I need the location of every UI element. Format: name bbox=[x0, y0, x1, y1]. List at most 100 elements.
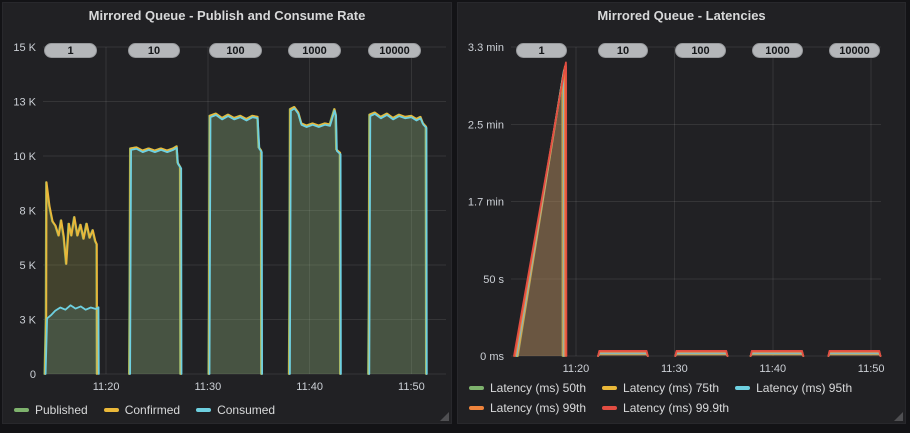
series-area-Latency (ms) 99th bbox=[750, 351, 804, 356]
panel-title[interactable]: Mirrored Queue - Latencies bbox=[597, 8, 766, 23]
legend-label: Latency (ms) 95th bbox=[756, 381, 853, 395]
annotation-pill-1[interactable]: 1 bbox=[44, 43, 97, 58]
y-tick-label: 0 bbox=[30, 369, 36, 381]
series-area-Confirmed bbox=[368, 112, 427, 375]
x-tick-label: 11:40 bbox=[296, 381, 323, 393]
series-line-Latency (ms) 99.9th bbox=[597, 350, 649, 357]
series-area-Published bbox=[44, 182, 97, 374]
series-area-Published bbox=[288, 106, 340, 375]
series-area-Latency (ms) 99th bbox=[675, 351, 728, 356]
legend-swatch bbox=[469, 386, 484, 390]
x-tick-label: 11:40 bbox=[759, 363, 786, 375]
series-area-Latency (ms) 99th bbox=[598, 351, 648, 356]
latency-chart-plot[interactable]: 0 ms 50 s 1.7 min 2.5 min 3.3 min 11:20 11:30 1… bbox=[458, 3, 905, 399]
y-tick-label: 8 K bbox=[19, 206, 36, 218]
x-tick-label: 11:50 bbox=[398, 381, 425, 393]
panel-latencies: Mirrored Queue - Latencies 0 ms 50 s 1.7 m… bbox=[457, 2, 906, 424]
legend-label: Latency (ms) 99.9th bbox=[623, 401, 730, 415]
legend-swatch bbox=[602, 386, 618, 390]
legend-item-Consumed[interactable]: Consumed bbox=[196, 403, 275, 417]
legend-swatch bbox=[196, 408, 212, 412]
legend-swatch bbox=[469, 406, 484, 410]
legend-swatch bbox=[602, 406, 618, 410]
series-area-Latency (ms) 99.9th bbox=[828, 350, 881, 356]
legend-item-Latency (ms) 99.9th[interactable]: Latency (ms) 99.9th bbox=[602, 401, 729, 415]
series-line-Consumed bbox=[129, 146, 183, 375]
series-area-Consumed bbox=[209, 115, 263, 374]
y-tick-label: 10 K bbox=[13, 151, 36, 163]
y-tick-label: 50 s bbox=[483, 274, 504, 286]
series-area-Consumed bbox=[369, 113, 427, 375]
series-line-Consumed bbox=[368, 113, 428, 375]
legend-swatch bbox=[735, 386, 751, 390]
y-tick-label: 1.7 min bbox=[468, 197, 504, 209]
series-area-Latency (ms) 99.9th bbox=[598, 350, 648, 356]
x-tick-label: 11:30 bbox=[195, 381, 222, 393]
annotation-pill-100[interactable]: 100 bbox=[209, 43, 262, 58]
series-area-Latency (ms) 99.9th bbox=[675, 350, 728, 356]
legend-item-Latency (ms) 99th[interactable]: Latency (ms) 99th bbox=[469, 401, 586, 415]
legend-swatch bbox=[103, 408, 119, 412]
annotation-pill-100[interactable]: 100 bbox=[675, 43, 726, 58]
series-line-Latency (ms) 99.9th bbox=[749, 350, 805, 357]
panel-publish-consume-rate: Mirrored Queue - Publish and Consume Rat… bbox=[2, 2, 452, 424]
series-line-Consumed bbox=[44, 304, 100, 375]
annotation-pill-10000[interactable]: 10000 bbox=[829, 43, 880, 58]
series-line-Latency (ms) 99.9th bbox=[674, 350, 729, 357]
series-area-Latency (ms) 99.9th bbox=[750, 350, 804, 356]
series-area-Consumed bbox=[45, 305, 99, 374]
x-tick-label: 11:20 bbox=[93, 381, 120, 393]
y-tick-label: 3 K bbox=[19, 315, 36, 327]
legend-item-Published[interactable]: Published bbox=[14, 403, 88, 417]
series-area-Confirmed bbox=[129, 146, 181, 374]
legend-label: Consumed bbox=[217, 403, 276, 417]
series-area-Consumed bbox=[289, 108, 341, 374]
series-area-Confirmed bbox=[45, 182, 98, 374]
legend-label: Latency (ms) 75th bbox=[623, 381, 720, 395]
annotation-pill-10000[interactable]: 10000 bbox=[368, 43, 421, 58]
legend-item-Latency (ms) 75th[interactable]: Latency (ms) 75th bbox=[602, 381, 719, 395]
series-area-Confirmed bbox=[208, 113, 262, 374]
annotation-pill-1000[interactable]: 1000 bbox=[288, 43, 341, 58]
rate-chart-plot[interactable]: 0 3 K 5 K 8 K 10 K 13 K 15 K 11:20 11:30 11:40 11:… bbox=[3, 3, 451, 399]
y-tick-label: 0 ms bbox=[480, 351, 504, 363]
annotation-pill-10[interactable]: 10 bbox=[128, 43, 180, 58]
legend-label: Latency (ms) 99th bbox=[490, 401, 587, 415]
series-area-Published bbox=[368, 112, 426, 375]
series-line-Consumed bbox=[289, 107, 342, 375]
series-area-Latency (ms) 99th bbox=[828, 351, 881, 356]
annotations: 1 10 100 1000 10000 bbox=[3, 3, 451, 423]
panel-title[interactable]: Mirrored Queue - Publish and Consume Rat… bbox=[88, 8, 366, 23]
x-tick-label: 11:50 bbox=[858, 363, 885, 375]
legend-label: Published bbox=[35, 403, 88, 417]
annotations: 1 10 100 1000 10000 bbox=[458, 3, 905, 423]
series-area-Published bbox=[208, 113, 261, 374]
legend-label: Latency (ms) 50th bbox=[490, 381, 587, 395]
panel-resize-handle[interactable] bbox=[440, 412, 449, 421]
legend-swatch bbox=[14, 408, 29, 412]
series-area-Confirmed bbox=[289, 106, 341, 375]
legend: Published Confirmed Consumed bbox=[14, 403, 443, 417]
y-tick-label: 13 K bbox=[13, 97, 36, 109]
series-line-Latency (ms) 99.9th bbox=[513, 61, 568, 357]
annotation-pill-10[interactable]: 10 bbox=[598, 43, 648, 58]
legend-item-Latency (ms) 50th[interactable]: Latency (ms) 50th bbox=[469, 381, 586, 395]
series-line-Latency (ms) 99.9th bbox=[827, 350, 882, 357]
x-tick-label: 11:20 bbox=[563, 363, 590, 375]
x-tick-label: 11:30 bbox=[661, 363, 688, 375]
annotation-pill-1[interactable]: 1 bbox=[516, 43, 567, 58]
series-line-Confirmed bbox=[44, 181, 99, 375]
legend-item-Confirmed[interactable]: Confirmed bbox=[103, 403, 181, 417]
panel-resize-handle[interactable] bbox=[894, 412, 903, 421]
y-tick-label: 3.3 min bbox=[468, 42, 504, 54]
series-line-Consumed bbox=[208, 114, 263, 375]
legend-label: Confirmed bbox=[124, 403, 181, 417]
y-tick-label: 5 K bbox=[19, 260, 36, 272]
annotation-pill-1000[interactable]: 1000 bbox=[752, 43, 803, 58]
legend-item-Latency (ms) 95th[interactable]: Latency (ms) 95th bbox=[735, 381, 852, 395]
series-area-Published bbox=[128, 146, 181, 374]
legend: Latency (ms) 50th Latency (ms) 75th Latenc… bbox=[469, 381, 897, 415]
y-tick-label: 15 K bbox=[13, 42, 36, 54]
y-tick-label: 2.5 min bbox=[468, 119, 504, 131]
